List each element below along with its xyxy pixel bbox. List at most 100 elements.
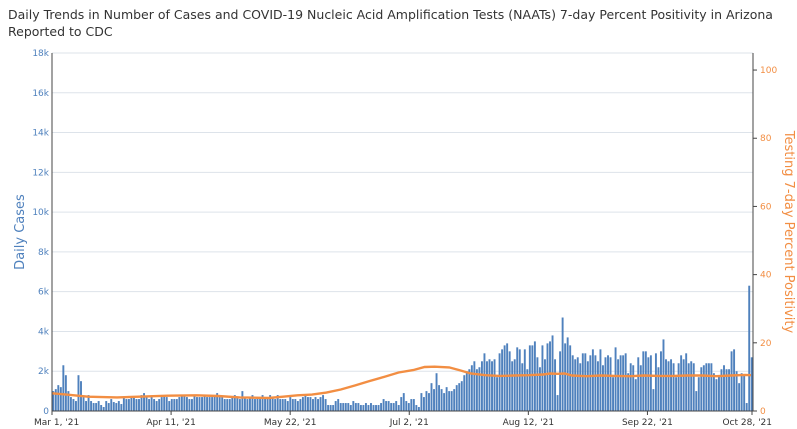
case-bar <box>238 399 241 411</box>
case-bar <box>107 403 110 411</box>
case-bar <box>380 403 383 411</box>
case-bar <box>185 397 188 411</box>
case-bar <box>690 361 693 411</box>
left-tick-label: 14k <box>32 129 49 139</box>
case-bar <box>614 347 617 411</box>
case-bar <box>115 403 118 411</box>
x-tick-label: Sep 22, '21 <box>622 418 673 428</box>
case-bar <box>180 395 183 411</box>
case-bar <box>644 351 647 411</box>
case-bar <box>728 369 731 411</box>
case-bar <box>256 397 259 411</box>
case-bar <box>705 363 708 411</box>
case-bar <box>110 399 113 411</box>
case-bar <box>382 399 385 411</box>
case-bar <box>730 351 733 411</box>
case-bar <box>87 395 90 411</box>
case-bar <box>632 365 635 411</box>
left-axis-ticks: 0 2k 4k 6k 8k 10k 12k 14k 16k 18k <box>32 49 49 417</box>
case-bar <box>435 373 438 411</box>
case-bar <box>718 375 720 411</box>
case-bar <box>170 399 173 411</box>
case-bar <box>291 399 294 411</box>
x-tick-label: Aug 12, '21 <box>503 418 555 428</box>
case-bar <box>483 353 486 411</box>
case-bar <box>533 341 536 411</box>
case-bar <box>213 395 216 411</box>
case-bar <box>319 397 322 411</box>
case-bar <box>445 387 448 411</box>
case-bar <box>417 407 420 411</box>
case-bar <box>72 399 75 411</box>
case-bar <box>538 367 541 411</box>
case-bar <box>183 395 186 411</box>
case-bar <box>155 401 158 411</box>
x-tick-label: Oct 28, '21 <box>722 418 772 428</box>
case-bar <box>226 399 229 411</box>
case-bar <box>677 363 680 411</box>
case-bar <box>602 365 604 411</box>
case-bar <box>460 381 463 411</box>
x-tick-label: Mar 1, '21 <box>34 418 79 428</box>
case-bar <box>536 357 539 411</box>
case-bar <box>322 395 325 411</box>
x-tick-label: Apr 11, '21 <box>146 418 196 428</box>
case-bar <box>85 401 87 411</box>
case-bar <box>375 405 377 411</box>
case-bar <box>306 397 309 411</box>
case-bar <box>221 397 224 411</box>
case-bar <box>175 399 178 411</box>
case-bar <box>571 355 574 411</box>
left-tick-label: 18k <box>32 49 49 59</box>
case-bar <box>332 405 335 411</box>
right-tick-label: 100 <box>760 66 777 76</box>
case-bar <box>501 349 504 411</box>
right-tick-label: 60 <box>760 202 772 212</box>
case-bar <box>342 403 345 411</box>
case-bar <box>511 361 514 411</box>
case-bar <box>201 397 203 411</box>
case-bar <box>455 385 458 411</box>
case-bar <box>347 403 350 411</box>
case-bar <box>675 377 678 411</box>
case-bar <box>619 355 622 411</box>
case-bar <box>392 403 395 411</box>
case-bar <box>314 397 317 411</box>
case-bar <box>296 401 299 411</box>
case-bar <box>503 345 506 411</box>
case-bar <box>486 361 488 411</box>
case-bar <box>622 355 625 411</box>
case-bar <box>743 375 746 411</box>
case-bar <box>279 399 282 411</box>
case-bar <box>349 405 352 411</box>
case-bar <box>480 361 483 411</box>
case-bar <box>243 397 246 411</box>
case-bar <box>559 351 562 411</box>
right-axis-ticks: 0 20 40 60 80 100 <box>753 66 777 417</box>
case-bar <box>122 397 125 411</box>
case-bar <box>438 385 441 411</box>
case-bar <box>745 403 748 411</box>
case-bar <box>160 397 163 411</box>
case-bar <box>52 391 55 411</box>
case-bar <box>299 399 302 411</box>
case-bar <box>254 399 256 411</box>
case-bar <box>294 399 297 411</box>
case-bar <box>246 399 249 411</box>
left-tick-label: 8k <box>38 248 50 258</box>
case-bar <box>564 343 567 411</box>
case-bar <box>241 391 244 411</box>
case-bar <box>193 395 196 411</box>
case-bar <box>412 399 415 411</box>
case-bar <box>488 359 491 411</box>
case-bar <box>738 383 741 411</box>
case-bar <box>190 399 193 411</box>
case-bar <box>697 377 700 411</box>
case-bar <box>120 404 123 411</box>
case-bar <box>178 397 181 411</box>
case-bar <box>168 401 171 411</box>
right-tick-label: 0 <box>760 407 766 417</box>
case-bar <box>339 403 342 411</box>
case-bar <box>521 363 524 411</box>
